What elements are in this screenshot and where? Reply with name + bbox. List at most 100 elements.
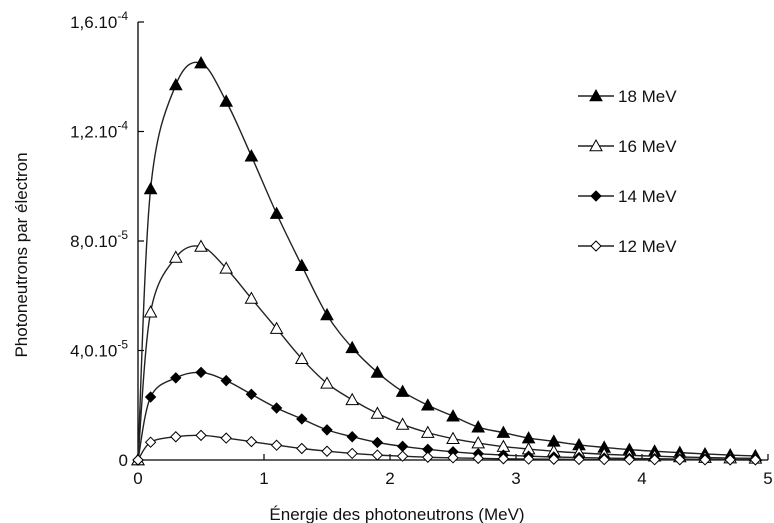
data-point — [422, 451, 434, 463]
data-point — [321, 445, 333, 457]
data-point — [674, 454, 686, 466]
legend-item: 14 MeV — [578, 187, 677, 206]
data-point — [195, 429, 207, 442]
series-line — [137, 371, 756, 461]
legend-item: 16 MeV — [578, 137, 677, 156]
data-point — [472, 452, 484, 465]
data-point — [244, 291, 259, 304]
data-point — [623, 453, 636, 466]
data-point — [496, 425, 511, 438]
x-tick-label: 2 — [385, 469, 394, 488]
data-point — [219, 94, 234, 107]
data-point — [370, 365, 385, 378]
data-point — [420, 398, 435, 411]
legend-label: 18 MeV — [618, 87, 677, 106]
x-tick-label: 3 — [511, 469, 520, 488]
x-tick-label: 1 — [259, 469, 268, 488]
data-point — [446, 409, 460, 422]
data-point — [396, 450, 409, 462]
data-point — [345, 340, 360, 354]
data-point — [420, 425, 435, 438]
series-layer — [131, 56, 763, 466]
data-point — [749, 454, 762, 466]
legend-marker — [589, 88, 603, 102]
series-line — [137, 245, 756, 461]
data-point — [194, 239, 208, 252]
data-point — [132, 454, 144, 466]
data-point — [446, 431, 460, 444]
legend: 18 MeV 16 MeV 14 MeV 12 MeV — [578, 87, 677, 256]
data-point — [346, 431, 358, 443]
data-point — [471, 435, 486, 449]
series-line — [137, 61, 756, 461]
data-point — [143, 181, 158, 195]
legend-label: 14 MeV — [618, 187, 677, 206]
data-point — [245, 435, 258, 448]
data-point — [270, 402, 283, 414]
y-tick-label: 4,0.10-5 — [70, 338, 128, 361]
data-point — [447, 452, 459, 464]
data-point — [294, 351, 309, 365]
data-point — [371, 449, 384, 461]
data-point — [396, 440, 409, 453]
data-point — [143, 305, 158, 318]
data-point — [194, 56, 208, 69]
data-point — [395, 384, 410, 397]
data-point — [144, 436, 157, 448]
data-point — [573, 453, 585, 466]
data-point — [219, 261, 234, 274]
legend-item: 12 MeV — [578, 237, 677, 256]
data-point — [724, 454, 736, 466]
series-2 — [132, 366, 762, 466]
y-ticks: 0 4,0.10-5 8,0.10-5 1,2.10-4 1,6.10-4 — [70, 9, 144, 470]
data-point — [648, 454, 661, 466]
data-point — [699, 454, 711, 466]
x-tick-label: 0 — [133, 469, 142, 488]
legend-marker — [590, 190, 602, 202]
data-point — [220, 432, 232, 444]
data-point — [471, 420, 486, 433]
data-point — [270, 439, 283, 451]
data-point — [296, 413, 308, 425]
data-point — [195, 366, 207, 379]
data-point — [296, 442, 308, 455]
data-point — [345, 392, 360, 406]
data-point — [395, 417, 410, 430]
y-tick-label: 8,0.10-5 — [70, 228, 128, 251]
data-point — [497, 453, 510, 465]
series-1 — [131, 239, 763, 466]
data-point — [269, 321, 284, 334]
data-point — [245, 388, 258, 401]
data-point — [168, 250, 183, 263]
data-point — [598, 453, 610, 466]
data-point — [346, 447, 358, 460]
y-tick-label: 1,2.10-4 — [70, 119, 128, 142]
data-point — [244, 149, 259, 162]
data-point — [522, 453, 535, 465]
y-axis-title: Photoneutrons par électron — [12, 152, 31, 357]
legend-item: 18 MeV — [578, 87, 677, 106]
data-point — [321, 424, 333, 436]
data-point — [370, 406, 385, 419]
data-point — [220, 374, 232, 387]
legend-marker — [590, 240, 602, 252]
data-point — [144, 391, 157, 403]
data-point — [294, 258, 309, 271]
data-point — [371, 436, 384, 449]
data-point — [170, 431, 182, 443]
legend-marker — [589, 138, 603, 152]
data-point — [320, 376, 334, 389]
data-point — [269, 206, 284, 219]
legend-label: 16 MeV — [618, 137, 677, 156]
data-point — [168, 77, 183, 91]
data-point — [320, 307, 334, 321]
data-point — [548, 453, 560, 465]
data-point — [170, 372, 182, 384]
y-tick-label: 1,6.10-4 — [70, 9, 128, 32]
series-0 — [131, 56, 763, 466]
legend-label: 12 MeV — [618, 237, 677, 256]
x-tick-label: 5 — [763, 469, 772, 488]
series-3 — [132, 429, 762, 466]
x-axis-title: Énergie des photoneutrons (MeV) — [269, 505, 524, 523]
x-tick-label: 4 — [637, 469, 646, 488]
